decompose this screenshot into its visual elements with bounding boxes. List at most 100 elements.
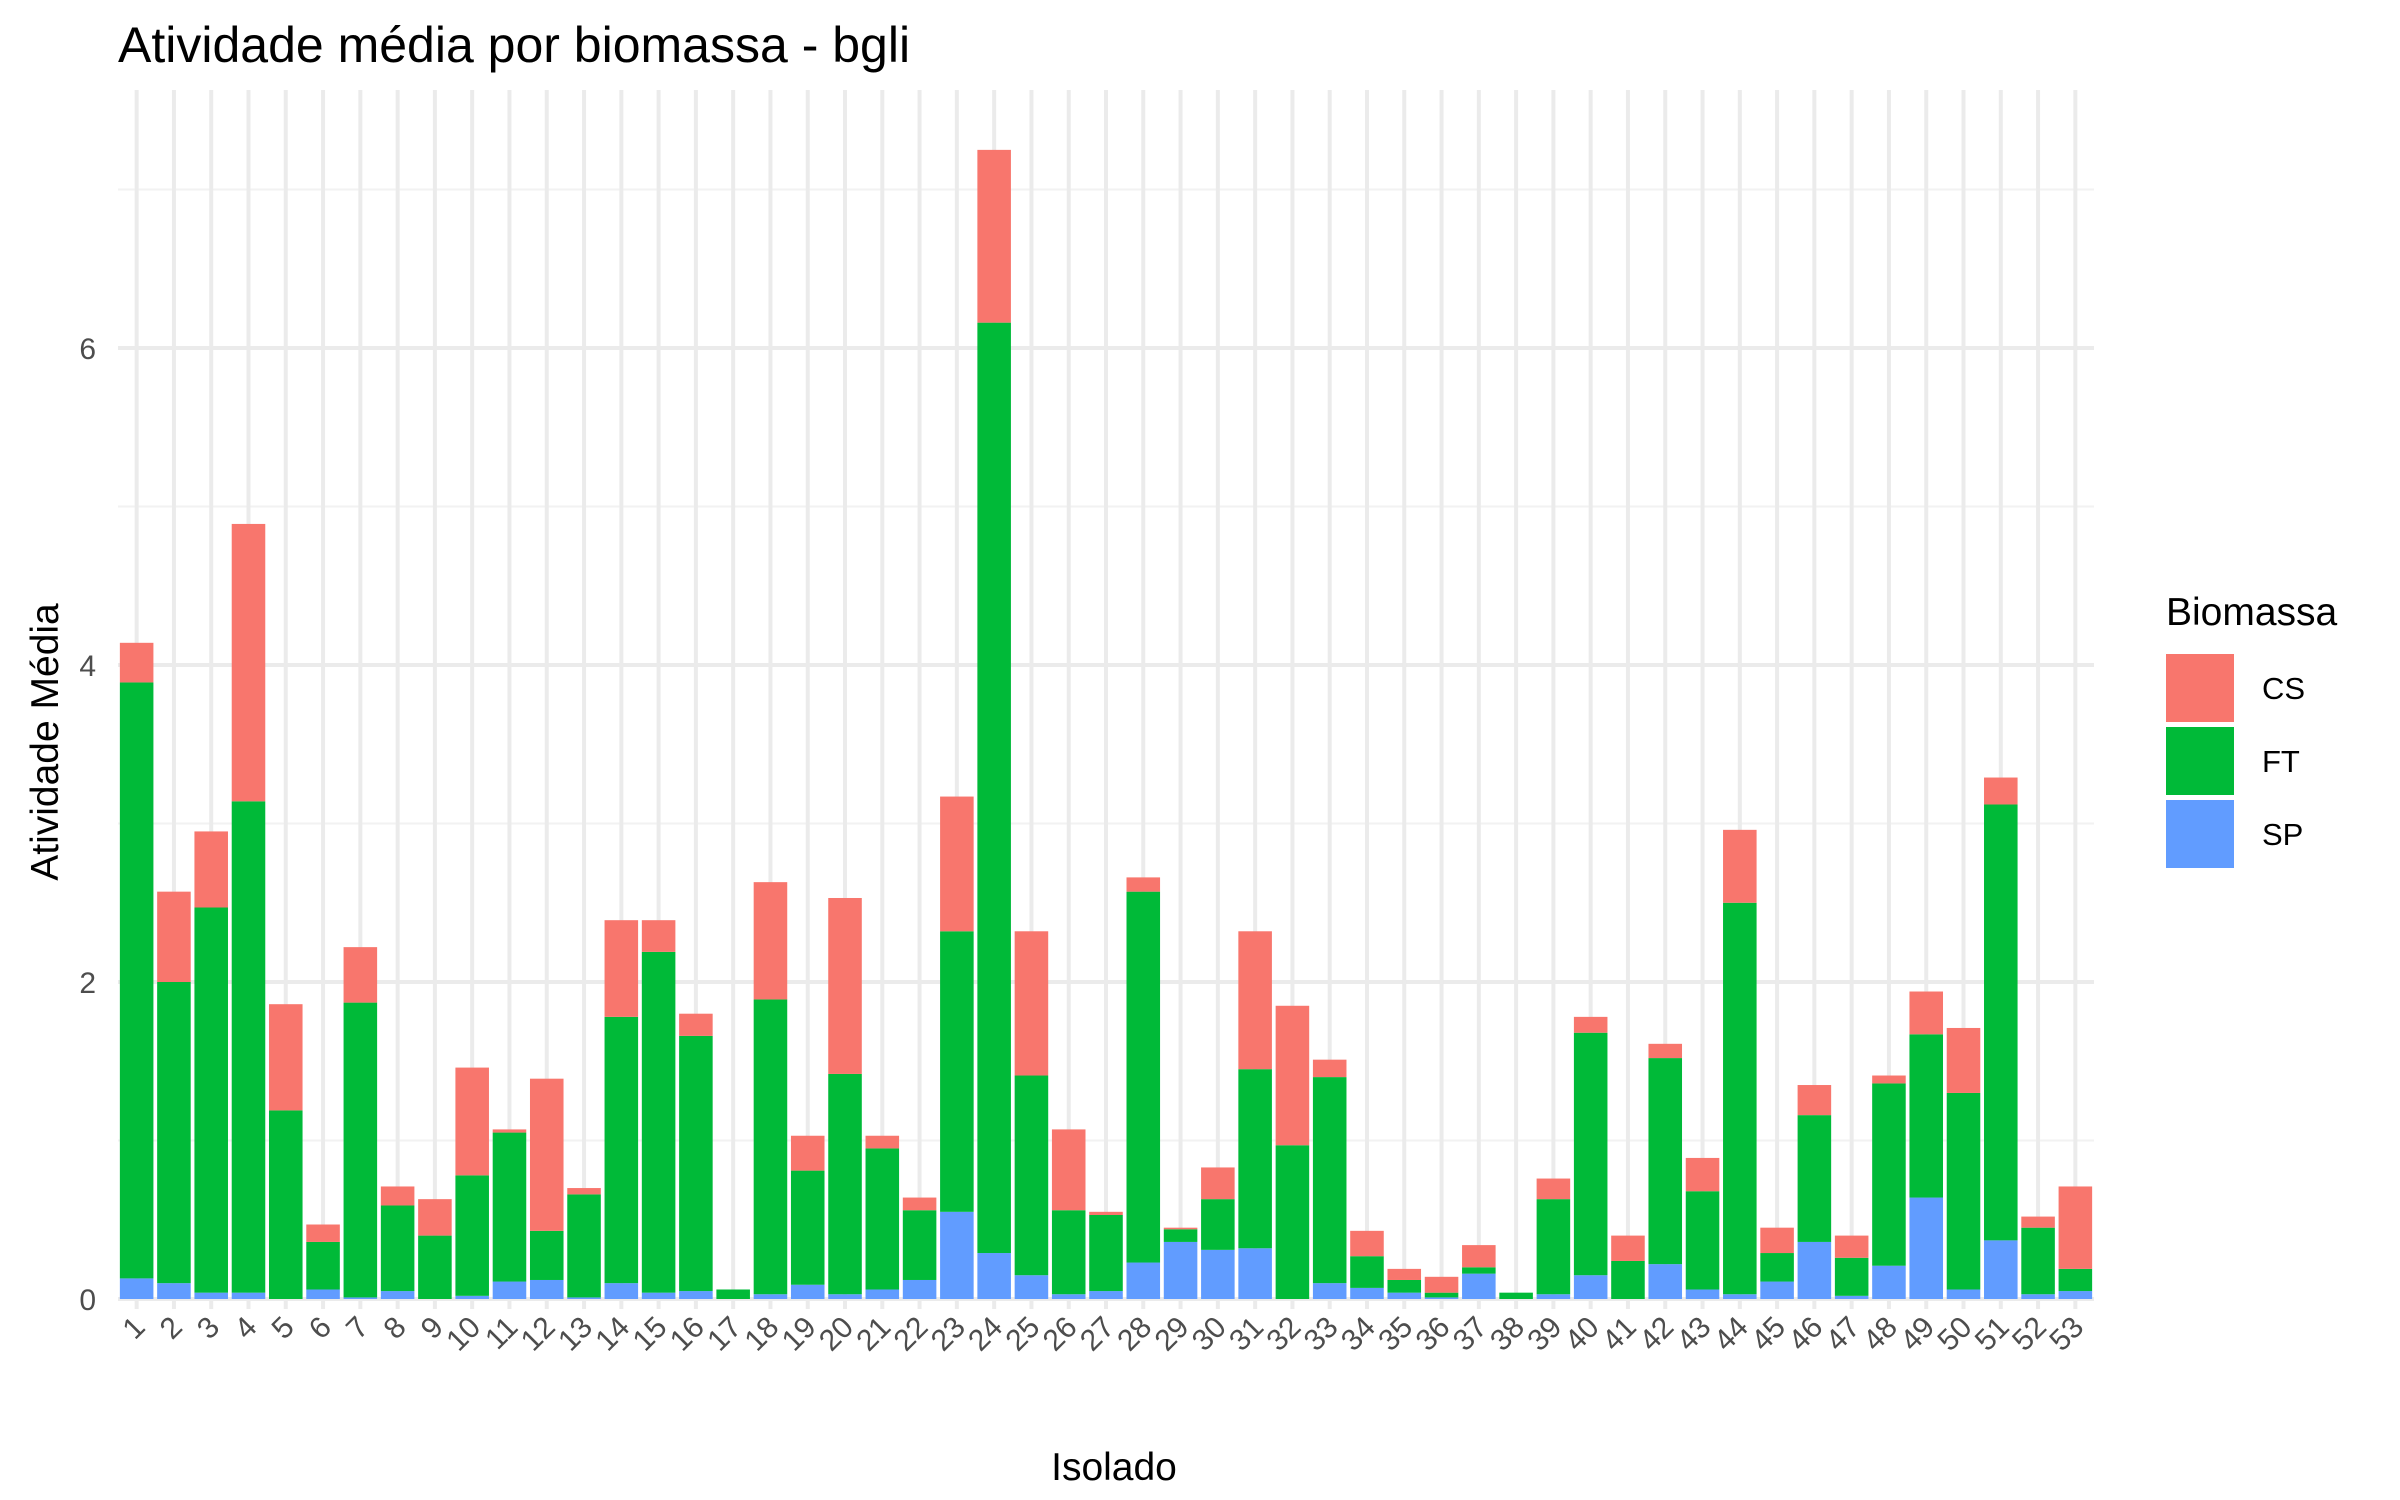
bar-sp-12 <box>529 1279 564 1299</box>
legend-label-cs: CS <box>2262 671 2305 706</box>
bar-ft-6 <box>306 1241 340 1290</box>
legend-key-cs <box>2166 654 2234 722</box>
bar-sp-20 <box>828 1294 862 1299</box>
bar-sp-13 <box>567 1297 601 1299</box>
bar-cs-3 <box>194 831 228 908</box>
bar-sp-37 <box>1462 1273 1496 1299</box>
bar-cs-1 <box>119 642 154 683</box>
bar-sp-52 <box>2021 1294 2055 1299</box>
bar-ft-34 <box>1350 1256 1384 1288</box>
bar-sp-44 <box>1723 1294 1757 1299</box>
bar-ft-23 <box>940 931 974 1212</box>
bar-sp-27 <box>1089 1291 1123 1299</box>
bar-sp-15 <box>641 1292 676 1299</box>
legend-label-ft: FT <box>2262 744 2300 779</box>
bar-cs-39 <box>1536 1178 1571 1200</box>
chart-title: Atividade média por biomassa - bgli <box>118 17 910 73</box>
bar-ft-2 <box>157 982 191 1284</box>
bar-sp-40 <box>1573 1275 1608 1299</box>
bar-sp-49 <box>1909 1197 1944 1299</box>
bar-ft-20 <box>828 1073 862 1295</box>
bar-ft-13 <box>567 1194 601 1298</box>
y-axis-title: Atividade Média <box>24 603 67 881</box>
bar-ft-41 <box>1611 1260 1645 1299</box>
bar-sp-45 <box>1760 1281 1794 1299</box>
bar-ft-12 <box>529 1230 564 1280</box>
bar-ft-8 <box>380 1205 415 1292</box>
bar-sp-10 <box>455 1295 489 1299</box>
bar-ft-27 <box>1089 1214 1123 1292</box>
bar-cs-21 <box>865 1135 900 1149</box>
bar-ft-3 <box>194 907 228 1293</box>
bar-cs-49 <box>1909 991 1944 1035</box>
bar-sp-25 <box>1014 1275 1049 1299</box>
legend: Biomassa CS FT SP <box>2166 591 2338 868</box>
x-tick-label: 9 <box>415 1311 450 1346</box>
x-tick-label: 4 <box>228 1311 263 1346</box>
bar-sp-23 <box>940 1211 974 1299</box>
x-tick-label: 3 <box>191 1311 226 1346</box>
bar-cs-47 <box>1834 1235 1869 1258</box>
bar-sp-6 <box>306 1289 340 1299</box>
bar-cs-10 <box>455 1067 489 1176</box>
bar-cs-53 <box>2058 1186 2093 1269</box>
y-tick-label: 6 <box>79 333 96 366</box>
bar-cs-5 <box>268 1004 303 1111</box>
bar-cs-36 <box>1424 1276 1459 1293</box>
bar-cs-7 <box>343 947 378 1003</box>
bars <box>119 149 2093 1299</box>
bar-ft-46 <box>1797 1115 1832 1242</box>
bar-ft-30 <box>1201 1199 1235 1250</box>
bar-cs-2 <box>157 891 191 982</box>
x-tick-label: 53 <box>2043 1311 2090 1358</box>
bar-sp-24 <box>977 1253 1011 1299</box>
bar-sp-18 <box>753 1294 788 1299</box>
bar-sp-26 <box>1051 1294 1086 1299</box>
bar-sp-2 <box>157 1283 191 1299</box>
bar-sp-31 <box>1238 1248 1272 1299</box>
bar-ft-21 <box>865 1148 900 1290</box>
bar-sp-35 <box>1387 1292 1422 1299</box>
bar-sp-51 <box>1984 1240 2018 1299</box>
bar-sp-14 <box>604 1283 639 1299</box>
bar-cs-8 <box>380 1186 415 1206</box>
bar-cs-33 <box>1312 1059 1347 1078</box>
bar-ft-31 <box>1238 1069 1272 1249</box>
bar-cs-44 <box>1723 829 1757 903</box>
bar-cs-20 <box>828 897 862 1074</box>
legend-key-sp <box>2166 800 2234 868</box>
bar-sp-28 <box>1126 1262 1161 1299</box>
bar-sp-30 <box>1201 1249 1235 1299</box>
bar-cs-45 <box>1760 1227 1794 1254</box>
bar-cs-43 <box>1685 1157 1720 1192</box>
bar-sp-50 <box>1946 1289 1981 1299</box>
bar-cs-32 <box>1275 1005 1310 1146</box>
bar-cs-51 <box>1984 777 2018 805</box>
bar-cs-41 <box>1611 1235 1645 1261</box>
legend-key-ft <box>2166 727 2234 795</box>
bar-cs-35 <box>1387 1268 1422 1280</box>
bar-cs-31 <box>1238 931 1272 1070</box>
legend-title: Biomassa <box>2166 591 2338 634</box>
x-tick-label: 2 <box>154 1311 189 1346</box>
bar-ft-36 <box>1424 1292 1459 1298</box>
bar-ft-26 <box>1051 1210 1086 1295</box>
legend-label-sp: SP <box>2262 817 2303 852</box>
bar-cs-28 <box>1126 877 1161 892</box>
bar-sp-3 <box>194 1292 228 1299</box>
bar-cs-40 <box>1573 1016 1608 1033</box>
bar-cs-19 <box>790 1135 825 1171</box>
bar-ft-37 <box>1462 1267 1496 1274</box>
bar-ft-42 <box>1648 1058 1683 1265</box>
bar-ft-28 <box>1126 891 1161 1263</box>
bar-sp-53 <box>2058 1291 2093 1299</box>
bar-cs-46 <box>1797 1085 1832 1116</box>
bar-sp-34 <box>1350 1287 1384 1299</box>
bar-sp-47 <box>1834 1295 1869 1299</box>
bar-ft-52 <box>2021 1227 2055 1295</box>
bar-ft-39 <box>1536 1199 1571 1295</box>
bar-sp-46 <box>1797 1241 1832 1299</box>
bar-cs-27 <box>1089 1211 1123 1215</box>
bar-sp-8 <box>380 1291 415 1299</box>
